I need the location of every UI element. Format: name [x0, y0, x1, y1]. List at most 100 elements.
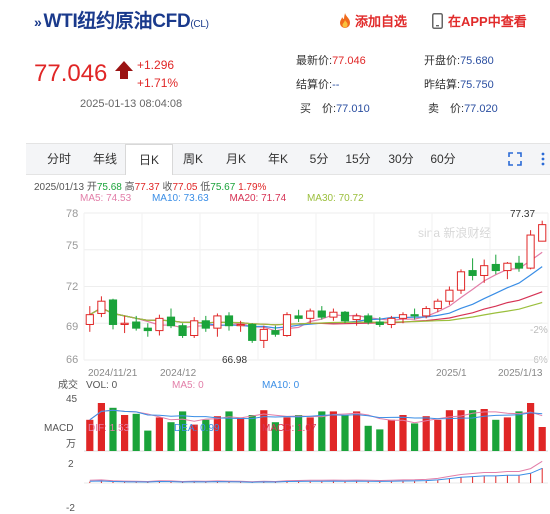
ma10-label: MA10: 73.63 [151, 193, 209, 204]
tab-15min[interactable]: 15分 [345, 152, 371, 166]
quote-timestamp: 2025-01-13 08:04:08 [80, 98, 183, 110]
candle [178, 325, 187, 336]
tab-yearly-k[interactable]: 年K [267, 152, 288, 166]
volume-bar [422, 416, 430, 451]
volume-bar [353, 411, 361, 451]
volume-bar [109, 407, 117, 451]
x-label-1: 2024/11/21 [88, 368, 138, 379]
x-label-2: 2024/12 [160, 368, 197, 379]
tab-weekly-k[interactable]: 周K [182, 152, 203, 166]
volume-bar [155, 417, 163, 451]
volume-bar [248, 415, 256, 451]
volume-bar [538, 427, 546, 451]
tab-30min[interactable]: 30分 [388, 152, 414, 166]
kline-high: 77.37 [134, 182, 160, 193]
tab-5min[interactable]: 5分 [309, 152, 329, 166]
volume-bar [202, 419, 210, 451]
candle [503, 262, 512, 272]
kline-low: 75.67 [210, 182, 236, 193]
macd-dea: DEA: 0.99 [174, 423, 220, 434]
change-value: +1.296 [137, 58, 175, 72]
volume-bar [271, 422, 279, 451]
kline-chart[interactable]: sina 新浪财经 78 75 72 69 66 -2% -6% 77.37 6… [0, 205, 550, 514]
candle [213, 315, 222, 329]
change-percent: +1.71% [137, 76, 179, 90]
ma5-line [89, 251, 543, 332]
y-tick-75: 75 [66, 240, 78, 252]
watermark-text: sina 新浪财经 [418, 225, 491, 240]
volume-y-unit: 万 [66, 439, 76, 450]
candle [306, 310, 315, 319]
volume-bar [225, 411, 233, 451]
candle [352, 315, 361, 321]
volume-bar [295, 415, 303, 451]
y-tick-69: 69 [66, 321, 78, 333]
ma5-label: MA5: 74.53 [80, 193, 132, 204]
volume-bar [411, 423, 419, 451]
macd-title: MACD [44, 423, 73, 434]
instrument-code: (CL) [190, 19, 209, 30]
candle [422, 308, 431, 317]
candle [236, 323, 245, 327]
volume-title: 成交 [58, 378, 78, 391]
candle [445, 289, 454, 302]
fullscreen-icon[interactable] [508, 152, 522, 166]
y-tick-72: 72 [66, 281, 78, 293]
volume-y-top: 45 [66, 394, 78, 405]
volume-bar [283, 417, 291, 451]
candle [190, 320, 199, 337]
candle [224, 315, 234, 327]
high-annotation: 77.37 [510, 209, 535, 220]
x-label-3: 2025/1 [436, 368, 467, 379]
fire-icon [340, 13, 350, 28]
ma-legend: MA5: 74.53 MA10: 73.63 MA20: 71.74 MA30:… [80, 193, 364, 204]
tab-timeshare[interactable]: 分时 [46, 152, 71, 166]
volume-bar [527, 403, 535, 451]
candle [132, 321, 141, 329]
candle [433, 300, 442, 310]
volume-bar [515, 411, 523, 451]
candle [97, 300, 106, 314]
volume-bar [457, 410, 465, 451]
add-favorite-button[interactable]: 添加自选 [338, 11, 407, 30]
price-change: +1.296 +1.71% [137, 56, 178, 92]
pct-tick-1: -2% [530, 325, 548, 336]
open-in-app-button[interactable]: 在APP中查看 [432, 11, 527, 30]
chevron-right-icon: » [34, 14, 42, 30]
ma30-line [89, 302, 543, 326]
phone-icon [432, 13, 443, 29]
y-tick-66: 66 [66, 354, 78, 366]
candle [317, 310, 326, 318]
volume-ma5-line [89, 409, 543, 424]
kline-open: 75.68 [96, 182, 122, 193]
volume-bar [341, 415, 349, 451]
prev-settle-field: 昨结算:75.750 [424, 79, 494, 91]
settle-price-field: 结算价:-- [296, 79, 340, 91]
more-vertical-icon[interactable] [536, 151, 550, 167]
volume-bar [387, 419, 395, 451]
volume-ma10: MA10: 0 [262, 380, 300, 391]
volume-bar [364, 425, 372, 451]
tab-year-line[interactable]: 年线 [92, 152, 117, 166]
volume-bar [97, 403, 105, 451]
candle [375, 321, 384, 325]
tab-60min[interactable]: 60分 [430, 152, 456, 166]
candle [271, 330, 280, 335]
arrow-up-icon [115, 61, 133, 79]
volume-ma10-line [89, 409, 543, 421]
kline-info-row: 2025/01/13 开75.68 高77.37 收77.05 低75.67 1… [34, 182, 267, 193]
add-favorite-label: 添加自选 [355, 14, 408, 29]
kline-date: 2025/01/13 [34, 182, 85, 193]
volume-bar [167, 422, 175, 451]
candle [468, 270, 477, 276]
candle [155, 317, 164, 332]
tab-daily-k[interactable]: 日K [125, 144, 173, 175]
volume-bar [190, 424, 198, 451]
candle [456, 271, 466, 291]
volume-bar [179, 411, 187, 451]
candle [410, 314, 419, 317]
volume-bar [132, 413, 140, 451]
macd-dif: DIF: 1.53 [88, 423, 130, 434]
tab-monthly-k[interactable]: 月K [225, 152, 246, 166]
kline-close: 77.05 [172, 182, 198, 193]
